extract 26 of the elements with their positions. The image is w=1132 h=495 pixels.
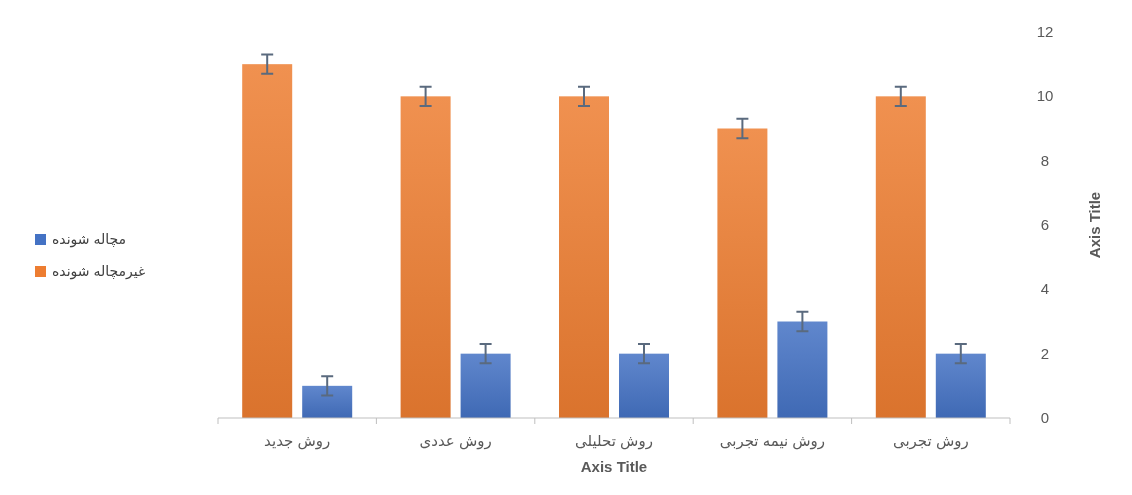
y-tick-label: 8	[1040, 151, 1050, 169]
bar	[559, 96, 609, 418]
bar	[619, 353, 669, 418]
x-tick-label: روش نیمه تجربی	[719, 432, 826, 450]
x-axis-title: Axis Title	[580, 458, 648, 475]
x-tick-label: روش عددی	[419, 432, 492, 450]
bar	[777, 321, 828, 418]
x-tick-label: روش تجربی	[892, 432, 969, 450]
bar	[400, 96, 451, 418]
bar	[935, 353, 986, 418]
y-tick-label: 2	[1040, 344, 1050, 362]
y-tick-label: 6	[1040, 216, 1050, 233]
bar	[460, 353, 511, 418]
bar	[875, 96, 926, 418]
bar	[717, 128, 768, 418]
y-tick-label: 12	[1036, 23, 1054, 40]
y-axis-title: Axis Title	[1086, 191, 1103, 259]
y-tick-label: 10	[1036, 87, 1054, 105]
legend-label: مچاله شونده	[52, 231, 127, 248]
x-tick-label: روش تحلیلی	[575, 432, 653, 450]
legend-label: غیرمچاله شونده	[52, 263, 146, 280]
y-tick-label: 0	[1040, 409, 1050, 426]
x-tick-label: روش جدید	[264, 432, 331, 450]
bar	[302, 385, 353, 418]
bar	[242, 64, 293, 418]
y-tick-label: 4	[1040, 280, 1050, 298]
